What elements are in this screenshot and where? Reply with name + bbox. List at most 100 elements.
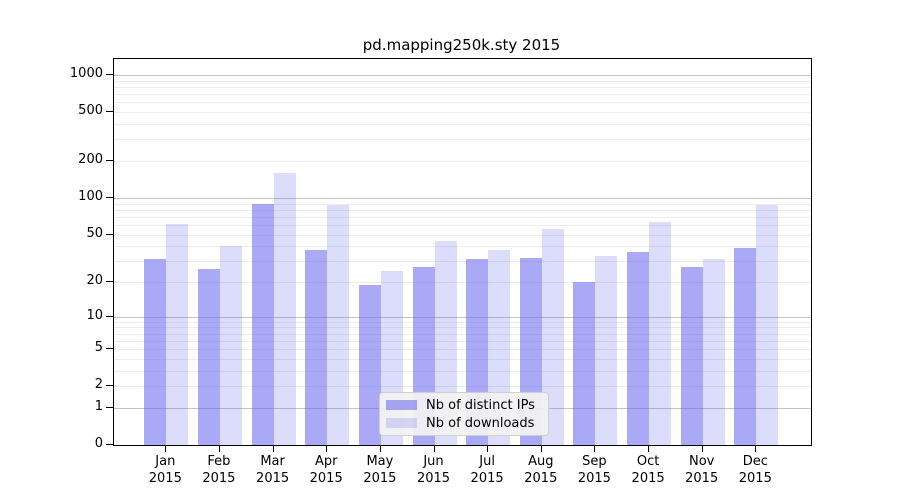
x-tick-label-aug: Aug 2015 (524, 454, 558, 486)
gridline-minor-60 (114, 224, 811, 226)
plot-area (113, 58, 812, 446)
legend-item-distinct-ips: Nb of distinct IPs (386, 398, 542, 413)
gridline-minor-400 (114, 124, 811, 125)
gridline-minor-800 (114, 87, 811, 88)
gridline-minor-90 (114, 203, 811, 205)
bar-downloads-apr-2015 (327, 204, 350, 445)
bar-distinct-ips-nov-2015 (680, 266, 703, 445)
bar-downloads-mar-2015 (273, 172, 296, 445)
y-tick-2 (106, 385, 113, 387)
x-tick-feb (218, 445, 220, 452)
gridline-minor-8 (114, 327, 811, 329)
gridline-minor-3 (114, 370, 811, 372)
gridline-minor-50 (114, 234, 811, 236)
bar-distinct-ips-may-2015 (358, 284, 381, 445)
y-tick-label-0: 0 (94, 436, 103, 451)
y-tick-label-10: 10 (86, 307, 103, 323)
x-tick-label-apr: Apr 2015 (309, 454, 343, 486)
gridline-minor-200 (114, 161, 811, 162)
bar-distinct-ips-oct-2015 (627, 251, 650, 445)
x-tick-label-dec: Dec 2015 (738, 454, 772, 486)
bar-downloads-sep-2015 (595, 256, 618, 445)
x-tick-label-nov: Nov 2015 (685, 454, 719, 486)
y-tick-label-500: 500 (78, 103, 103, 119)
x-tick-label-oct: Oct 2015 (631, 454, 665, 486)
gridline-minor-20 (114, 282, 811, 283)
x-tick-apr (326, 445, 328, 452)
legend-item-downloads: Nb of downloads (386, 416, 542, 431)
bar-distinct-ips-jan-2015 (144, 259, 167, 445)
x-tick-oct (648, 445, 650, 452)
bar-distinct-ips-apr-2015 (305, 250, 328, 445)
bar-downloads-dec-2015 (756, 204, 779, 445)
y-tick-label-50: 50 (86, 225, 103, 241)
bar-downloads-nov-2015 (702, 259, 725, 445)
y-tick-label-1: 1 (94, 398, 103, 414)
gridline-minor-600 (114, 102, 811, 104)
x-tick-may (379, 445, 381, 452)
x-tick-jul (487, 445, 489, 452)
chart-title: pd.mapping250k.sty 2015 (362, 36, 561, 54)
y-tick-200 (106, 160, 113, 161)
gridline-minor-7 (114, 333, 811, 335)
y-tick-1 (106, 406, 113, 408)
y-tick-10 (106, 315, 113, 317)
x-tick-label-jul: Jul 2015 (470, 454, 504, 486)
x-tick-label-feb: Feb 2015 (202, 454, 236, 486)
y-tick-label-1000: 1000 (69, 66, 103, 81)
x-tick-nov (701, 445, 703, 452)
gridline-minor-70 (114, 216, 811, 218)
legend-label-distinct-ips: Nb of distinct IPs (426, 397, 535, 413)
bar-downloads-jan-2015 (166, 224, 189, 445)
y-tick-100 (106, 196, 113, 198)
gridline-minor-900 (114, 80, 811, 82)
x-tick-label-jan: Jan 2015 (148, 454, 182, 486)
gridline-minor-500 (114, 112, 811, 114)
gridline-minor-80 (114, 209, 811, 211)
gridline-minor-30 (114, 261, 811, 263)
x-tick-jun (433, 445, 435, 452)
bar-distinct-ips-feb-2015 (197, 268, 220, 445)
legend-swatch-ips-icon (386, 400, 417, 410)
gridline-major-10 (114, 316, 811, 318)
gridline-minor-40 (114, 246, 811, 248)
gridline-minor-2 (114, 386, 811, 388)
x-tick-label-mar: Mar 2015 (256, 454, 290, 486)
y-tick-label-100: 100 (78, 188, 103, 204)
y-tick-500 (106, 111, 113, 113)
gridline-major-100 (114, 197, 811, 199)
gridline-minor-4 (114, 358, 811, 360)
legend: Nb of distinct IPs Nb of downloads (379, 392, 549, 436)
bar-downloads-aug-2015 (541, 228, 564, 445)
x-tick-dec (755, 445, 757, 452)
y-tick-50 (106, 233, 113, 235)
y-tick-0 (106, 444, 113, 445)
x-tick-label-sep: Sep 2015 (577, 454, 611, 486)
bar-distinct-ips-sep-2015 (573, 282, 596, 445)
y-tick-label-2: 2 (94, 377, 103, 393)
y-tick-5 (106, 348, 113, 350)
gridline-minor-6 (114, 340, 811, 342)
x-tick-label-jun: Jun 2015 (416, 454, 451, 486)
y-tick-label-5: 5 (94, 340, 103, 356)
x-tick-jan (165, 445, 167, 452)
gridline-minor-5 (114, 349, 811, 351)
bar-downloads-feb-2015 (219, 246, 242, 445)
x-tick-mar (272, 445, 274, 452)
y-tick-20 (106, 281, 113, 282)
gridline-minor-700 (114, 94, 811, 96)
y-tick-label-20: 20 (86, 273, 103, 288)
gridline-minor-300 (114, 139, 811, 141)
gridline-minor-9 (114, 321, 811, 323)
y-tick-1000 (106, 74, 113, 75)
legend-swatch-downloads-icon (386, 418, 417, 428)
x-tick-label-may: May 2015 (363, 454, 397, 486)
bar-downloads-oct-2015 (649, 222, 672, 445)
bar-distinct-ips-dec-2015 (734, 247, 757, 445)
bar-distinct-ips-mar-2015 (251, 203, 274, 445)
legend-label-downloads: Nb of downloads (426, 415, 535, 431)
gridline-major-1000 (114, 75, 811, 76)
x-tick-aug (540, 445, 542, 452)
y-tick-label-200: 200 (78, 152, 103, 167)
